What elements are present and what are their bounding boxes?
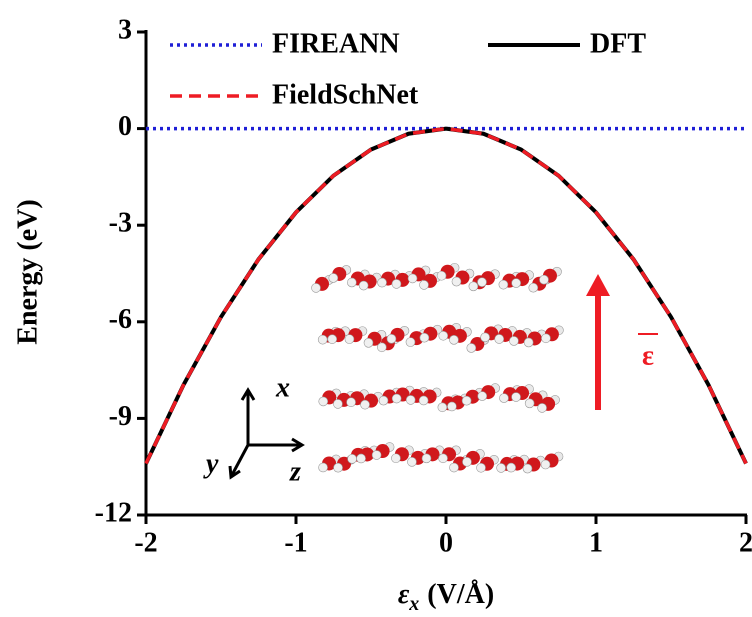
molecule-atom (420, 333, 429, 342)
field-arrowhead (586, 274, 610, 296)
molecule-atom (524, 338, 533, 347)
molecule-atom (525, 399, 534, 408)
molecule-atom (462, 396, 471, 405)
molecule-atom (538, 403, 547, 412)
molecule-atom (539, 275, 548, 284)
molecule-atom (541, 460, 550, 469)
molecule-atom (377, 343, 386, 352)
molecule-atom (477, 463, 486, 472)
molecule-atom (361, 400, 370, 409)
molecule-atom (452, 277, 461, 286)
field-label: ε (642, 340, 654, 371)
molecule-atom (499, 280, 508, 289)
molecule-atom (408, 274, 417, 283)
inset-axis-label: x (275, 372, 290, 403)
legend-label: DFT (590, 28, 646, 59)
y-axis-label: Energy (eV) (12, 199, 43, 344)
y-tick-label: -6 (109, 304, 132, 335)
molecule-atom (499, 394, 508, 403)
molecule-atom (512, 393, 521, 402)
molecule-atom (347, 398, 356, 407)
x-tick-label: 2 (739, 527, 752, 558)
legend-label: FieldSchNet (272, 79, 419, 110)
molecule-atom (406, 338, 415, 347)
molecule-atom (407, 457, 416, 466)
inset-axis-label: z (289, 456, 301, 487)
molecule-atom (392, 279, 401, 288)
x-tick-label: -1 (284, 527, 307, 558)
molecule-atom (406, 395, 415, 404)
y-tick-label: -12 (95, 497, 132, 528)
molecule-atom (512, 279, 521, 288)
y-tick-label: -3 (109, 208, 132, 239)
x-tick-label: -2 (134, 527, 157, 558)
molecule-atom (467, 343, 476, 352)
molecule-atom (449, 463, 458, 472)
molecule-atom (437, 271, 446, 280)
molecule-atom (345, 335, 354, 344)
molecule-atom (541, 334, 550, 343)
molecule-atom (392, 394, 401, 403)
y-tick-label: 3 (118, 14, 132, 45)
x-axis-label: εx (V/Å) (398, 579, 494, 614)
x-tick-label: 1 (589, 527, 603, 558)
molecule-atom (447, 402, 456, 411)
molecule-atom (509, 336, 518, 345)
molecule-atom (378, 278, 387, 287)
molecule-atom (469, 282, 478, 291)
molecule-atom (477, 278, 486, 287)
x-axis-label-part: x (408, 593, 419, 615)
molecule-atom (312, 283, 321, 292)
molecule-atom (328, 335, 337, 344)
molecule-atom (319, 397, 328, 406)
molecule-atom (523, 464, 532, 473)
legend-label: FIREANN (272, 28, 400, 59)
molecule-atom (379, 396, 388, 405)
molecule-atom (329, 273, 338, 282)
molecule-atom (334, 463, 343, 472)
molecule-atom (439, 454, 448, 463)
molecule-atom (422, 454, 431, 463)
molecule-atom (387, 334, 396, 343)
molecule-atom (347, 278, 356, 287)
inset-image: ε x y z (203, 263, 658, 487)
series-line (146, 129, 746, 464)
molecule-atom (319, 463, 328, 472)
molecule-atom (439, 331, 448, 340)
molecule-atom (497, 463, 506, 472)
molecule-atom (359, 281, 368, 290)
molecule-atom (357, 454, 366, 463)
molecule-atom (372, 451, 381, 460)
molecule-atom (364, 338, 373, 347)
molecule-atom (333, 399, 342, 408)
chart: ε x y z -12-9-6-303-2-1012Energy (eV)εx(… (0, 0, 752, 617)
molecule-atom (391, 454, 400, 463)
molecule-atom (507, 463, 516, 472)
x-axis-label-part: ε (398, 579, 410, 610)
molecule-atom (348, 454, 357, 463)
y-tick-label: -9 (109, 401, 132, 432)
molecule-atom (481, 333, 490, 342)
y-tick-label: 0 (118, 111, 132, 142)
molecule-atom (419, 280, 428, 289)
molecule-atom (318, 335, 327, 344)
molecule-atom (438, 403, 447, 412)
inset-axis-label: y (203, 448, 219, 479)
molecule-atom (462, 457, 471, 466)
molecule-atom (495, 334, 504, 343)
x-tick-label: 0 (439, 527, 453, 558)
molecule-atom (419, 396, 428, 405)
molecule-atom (529, 283, 538, 292)
molecule-atom (449, 335, 458, 344)
x-axis-label-part: (V/Å) (427, 579, 494, 610)
molecule-atom (478, 392, 487, 401)
